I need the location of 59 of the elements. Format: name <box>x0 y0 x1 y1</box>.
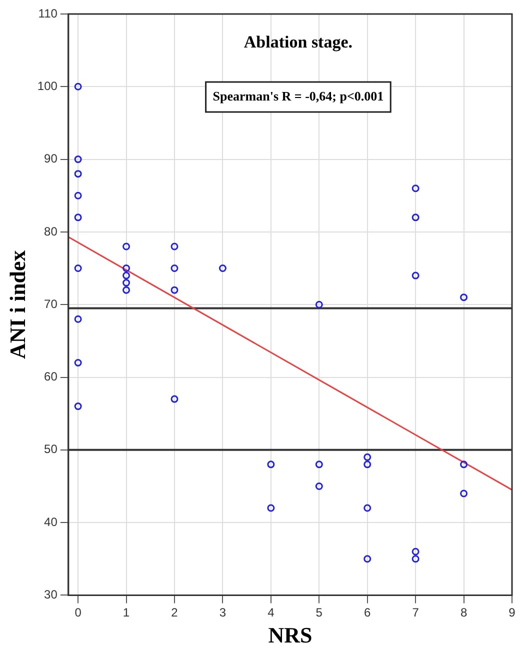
point <box>170 286 178 294</box>
y-tick-label: 100 <box>37 78 58 93</box>
point <box>74 170 82 178</box>
point <box>364 504 372 512</box>
x-tick-label: 3 <box>219 606 226 620</box>
point <box>460 460 468 468</box>
point <box>364 453 372 461</box>
point <box>412 184 420 192</box>
point <box>267 460 275 468</box>
point <box>315 482 323 490</box>
y-tick-label: 70 <box>44 296 58 311</box>
point <box>74 214 82 222</box>
point <box>122 242 130 250</box>
x-tick-label: 6 <box>364 606 372 620</box>
point <box>122 264 130 272</box>
point <box>460 294 468 302</box>
annotation: Spearman's R = -0,64; p<0.001 <box>212 88 384 104</box>
point <box>122 272 130 280</box>
x-tick-label: 5 <box>316 606 323 620</box>
x-axis-title: NRS <box>268 622 312 648</box>
point <box>74 156 82 164</box>
x-tick-label: 7 <box>412 606 420 620</box>
x-tick-label: 1 <box>122 606 130 620</box>
x-tick-label: 0 <box>74 606 82 620</box>
point <box>74 315 82 323</box>
y-tick-label: 50 <box>44 442 58 456</box>
y-tick-label: 40 <box>44 514 58 529</box>
x-tick-label: 9 <box>508 606 516 620</box>
point <box>74 192 82 200</box>
point <box>315 460 323 468</box>
x-tick-label: 4 <box>268 606 275 620</box>
point <box>412 214 420 222</box>
x-tick-label: 8 <box>460 606 468 620</box>
y-tick-label: 60 <box>44 370 58 384</box>
y-tick-label: 90 <box>44 152 58 166</box>
point <box>315 300 323 308</box>
y-axis-title: ANI i index <box>4 250 30 359</box>
point <box>364 555 372 563</box>
point <box>74 402 82 410</box>
y-tick-label: 30 <box>44 588 58 602</box>
point <box>170 242 178 250</box>
point <box>74 82 82 90</box>
x-tick-label: 2 <box>171 606 178 620</box>
point <box>74 358 82 366</box>
point <box>412 548 420 556</box>
y-tick-label: 80 <box>44 224 58 238</box>
y-tick-label: 110 <box>38 6 58 20</box>
point <box>460 490 468 498</box>
point <box>170 264 178 272</box>
text: Ablation stage. <box>244 32 353 52</box>
point <box>122 279 130 287</box>
point <box>218 264 226 272</box>
point <box>74 264 82 272</box>
point <box>364 460 372 468</box>
point <box>412 555 420 563</box>
point <box>267 504 275 512</box>
point <box>412 272 420 280</box>
point <box>170 395 178 403</box>
point <box>122 286 130 294</box>
